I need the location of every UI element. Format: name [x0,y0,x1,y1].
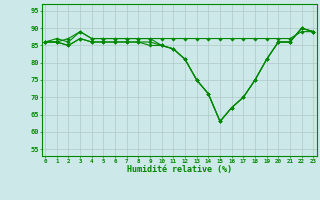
X-axis label: Humidité relative (%): Humidité relative (%) [127,165,232,174]
